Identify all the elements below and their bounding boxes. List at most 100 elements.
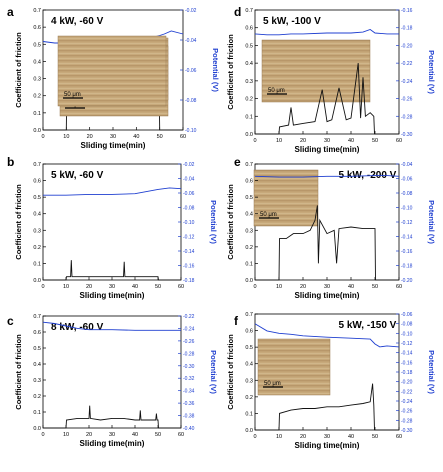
x-tick-label: 50 [372, 138, 378, 144]
right-y-tick-label: -0.12 [401, 341, 413, 347]
left-y-tick-label: 0.6 [33, 179, 41, 185]
right-y-tick-label: -0.04 [185, 38, 197, 44]
left-y-axis-label: Coefficient of friction [14, 32, 23, 108]
right-y-tick-label: -0.10 [185, 128, 197, 134]
micrograph-image: 50 μm [257, 338, 331, 396]
condition-label: 5 kW, -150 V [339, 320, 397, 331]
left-y-tick-label: 0.3 [245, 378, 253, 384]
condition-label: 8 kW, -60 V [51, 322, 104, 333]
left-y-tick-label: 0.5 [33, 346, 41, 352]
left-y-tick-label: 0.0 [33, 426, 41, 432]
scale-bar-label: 50 μm [64, 92, 81, 98]
left-y-tick-label: 0.3 [245, 228, 253, 234]
right-y-axis-label: Potential (V) [427, 200, 436, 244]
right-y-tick-label: -0.04 [401, 162, 413, 168]
x-tick-label: 40 [348, 434, 354, 440]
x-tick-label: 50 [155, 432, 161, 438]
x-tick-label: 10 [276, 434, 282, 440]
right-y-tick-label: -0.18 [401, 370, 413, 376]
left-y-tick-label: 0.7 [245, 162, 253, 168]
x-tick-label: 10 [276, 138, 282, 144]
left-y-tick-label: 0.5 [245, 43, 253, 49]
condition-label: 5 kW, -60 V [51, 170, 104, 181]
left-y-tick-label: 0.0 [245, 132, 253, 138]
plot-frame [42, 163, 182, 281]
scale-bar-label: 50 μm [268, 88, 285, 94]
left-y-tick-label: 0.3 [33, 77, 41, 83]
left-y-tick-label: 0.4 [33, 212, 41, 218]
right-y-tick-label: -0.26 [183, 339, 195, 345]
left-y-tick-label: 0.4 [33, 59, 41, 65]
left-y-tick-label: 0.5 [33, 42, 41, 48]
left-y-tick-label: 0.1 [33, 261, 41, 267]
right-y-tick-label: -0.18 [401, 26, 413, 32]
friction-series-line [255, 63, 399, 135]
x-tick-label: 30 [109, 284, 115, 290]
scale-bar-label: 50 μm [264, 381, 281, 387]
left-y-tick-label: 0.1 [33, 111, 41, 117]
right-y-tick-label: -0.38 [183, 414, 195, 420]
right-y-tick-label: -0.06 [185, 68, 197, 74]
potential-series-line [254, 28, 399, 36]
x-tick-label: 50 [157, 134, 163, 140]
potential-series-line [254, 175, 400, 178]
left-y-tick-label: 0.7 [33, 8, 41, 14]
left-y-tick-label: 0.2 [33, 94, 41, 100]
right-y-axis-label: Potential (V) [209, 200, 218, 244]
right-y-tick-label: -0.28 [401, 418, 413, 424]
right-y-tick-label: -0.24 [401, 399, 413, 405]
left-y-tick-label: 0.5 [245, 345, 253, 351]
x-tick-label: 50 [155, 284, 161, 290]
left-y-tick-label: 0.0 [33, 128, 41, 134]
right-y-tick-label: -0.36 [183, 401, 195, 407]
left-y-axis-label: Coefficient of friction [14, 334, 23, 410]
friction-series-line [255, 383, 399, 431]
x-tick-label: 20 [86, 432, 92, 438]
right-y-tick-label: -0.10 [401, 331, 413, 337]
left-y-tick-label: 0.6 [245, 329, 253, 335]
right-y-tick-label: -0.02 [183, 162, 195, 168]
x-tick-label: 40 [133, 134, 139, 140]
right-y-tick-label: -0.08 [401, 322, 413, 328]
panel-d: d 50 μm 5 kW, -100 V 0 10 20 30 40 50 60 0.0 0.1 0.2… [226, 5, 436, 154]
right-y-tick-label: -0.16 [401, 8, 413, 14]
right-y-tick-label: -0.14 [401, 351, 413, 357]
right-y-axis-label: Potential (V) [427, 50, 436, 94]
right-y-tick-label: -0.24 [401, 79, 413, 85]
left-y-tick-label: 0.2 [33, 394, 41, 400]
right-y-tick-label: -0.18 [401, 264, 413, 270]
panel-letter: f [234, 314, 239, 328]
x-tick-label: 10 [63, 134, 69, 140]
left-y-tick-label: 0.6 [245, 179, 253, 185]
right-y-tick-label: -0.06 [401, 312, 413, 318]
left-y-tick-label: 0.1 [245, 114, 253, 120]
potential-series-line [42, 321, 181, 331]
right-y-tick-label: -0.28 [401, 114, 413, 120]
left-y-tick-label: 0.4 [245, 61, 253, 67]
x-tick-label: 30 [324, 138, 330, 144]
left-y-axis-label: Coefficient of friction [14, 184, 23, 260]
right-y-tick-label: -0.10 [183, 220, 195, 226]
right-y-tick-label: -0.26 [401, 409, 413, 415]
right-y-tick-label: -0.08 [183, 206, 195, 212]
right-y-tick-label: -0.06 [401, 177, 413, 183]
x-tick-label: 40 [348, 138, 354, 144]
left-y-tick-label: 0.3 [33, 228, 41, 234]
right-y-tick-label: -0.16 [401, 360, 413, 366]
left-y-tick-label: 0.7 [245, 8, 253, 14]
left-y-tick-label: 0.2 [245, 97, 253, 103]
x-tick-label: 10 [276, 284, 282, 290]
left-y-tick-label: 0.4 [245, 212, 253, 218]
left-y-tick-label: 0.7 [33, 162, 41, 168]
micrograph-image: 50 μm [57, 35, 167, 107]
x-tick-label: 40 [132, 432, 138, 438]
x-axis-label: Sliding time(min) [295, 291, 360, 300]
x-tick-label: 0 [253, 284, 256, 290]
right-y-axis-label: Potential (V) [427, 350, 436, 394]
left-y-tick-label: 0.4 [33, 362, 41, 368]
x-tick-label: 60 [396, 434, 402, 440]
x-axis-label: Sliding time(min) [81, 141, 146, 150]
right-y-tick-label: -0.18 [183, 278, 195, 284]
left-y-tick-label: 0.0 [33, 278, 41, 284]
left-y-axis-label: Coefficient of friction [226, 184, 235, 260]
